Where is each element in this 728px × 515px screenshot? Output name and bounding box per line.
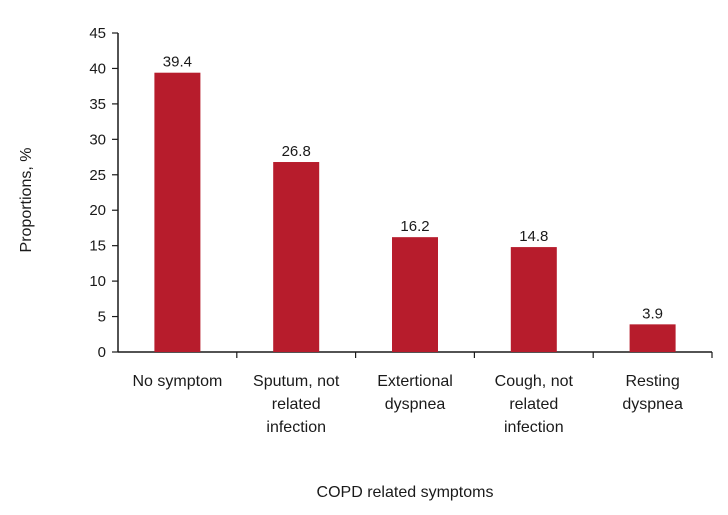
y-tick-label: 25 bbox=[89, 167, 106, 184]
category-labels: No symptom Sputum, not related infection Ext… bbox=[133, 373, 683, 436]
x-category-label-line: Cough, not bbox=[495, 373, 574, 390]
y-axis-title: Proportions, % bbox=[18, 148, 35, 253]
bar bbox=[392, 237, 438, 352]
y-axis: 0 5 10 15 20 25 30 35 40 45 bbox=[89, 25, 119, 361]
x-category-label-line: Sputum, not bbox=[253, 373, 340, 390]
bar-value-label: 14.8 bbox=[519, 228, 548, 245]
data-labels: 39.4 26.8 16.2 14.8 3.9 bbox=[163, 54, 663, 323]
y-tick-label: 5 bbox=[98, 309, 106, 326]
x-category-label-line: Extertional bbox=[377, 373, 453, 390]
x-category-label-line: related bbox=[509, 396, 558, 413]
x-category-label: No symptom bbox=[133, 373, 223, 390]
y-tick-label: 45 bbox=[89, 25, 106, 42]
x-category-label-line: infection bbox=[504, 419, 564, 436]
x-category-label: Cough, not related infection bbox=[495, 373, 574, 436]
x-category-label: Extertional dyspnea bbox=[377, 373, 453, 413]
y-tick-label: 20 bbox=[89, 202, 106, 219]
bar bbox=[273, 162, 320, 352]
x-category-label: Sputum, not related infection bbox=[253, 373, 340, 436]
y-tick-label: 40 bbox=[89, 60, 106, 77]
y-tick-label: 15 bbox=[89, 238, 106, 255]
y-tick-label: 35 bbox=[89, 96, 106, 113]
x-axis-title: COPD related symptoms bbox=[317, 484, 494, 501]
x-category-label-line: No symptom bbox=[133, 373, 223, 390]
x-category-label-line: infection bbox=[266, 419, 326, 436]
y-tick-label: 0 bbox=[98, 344, 106, 361]
bars bbox=[154, 72, 676, 352]
x-axis bbox=[118, 351, 713, 358]
y-tick-label: 30 bbox=[89, 131, 106, 148]
bar-value-label: 16.2 bbox=[400, 218, 429, 235]
bar-value-label: 3.9 bbox=[642, 305, 663, 322]
x-category-label-line: related bbox=[272, 396, 321, 413]
x-category-label-line: Resting bbox=[625, 373, 679, 390]
y-tick-label: 10 bbox=[89, 273, 106, 290]
x-category-label: Resting dyspnea bbox=[622, 373, 683, 413]
bar-value-label: 39.4 bbox=[163, 54, 192, 71]
bar bbox=[629, 324, 676, 352]
bar bbox=[154, 72, 201, 352]
bar bbox=[510, 247, 557, 352]
x-category-label-line: dyspnea bbox=[622, 396, 683, 413]
x-category-label-line: dyspnea bbox=[385, 396, 446, 413]
bar-value-label: 26.8 bbox=[282, 143, 311, 160]
